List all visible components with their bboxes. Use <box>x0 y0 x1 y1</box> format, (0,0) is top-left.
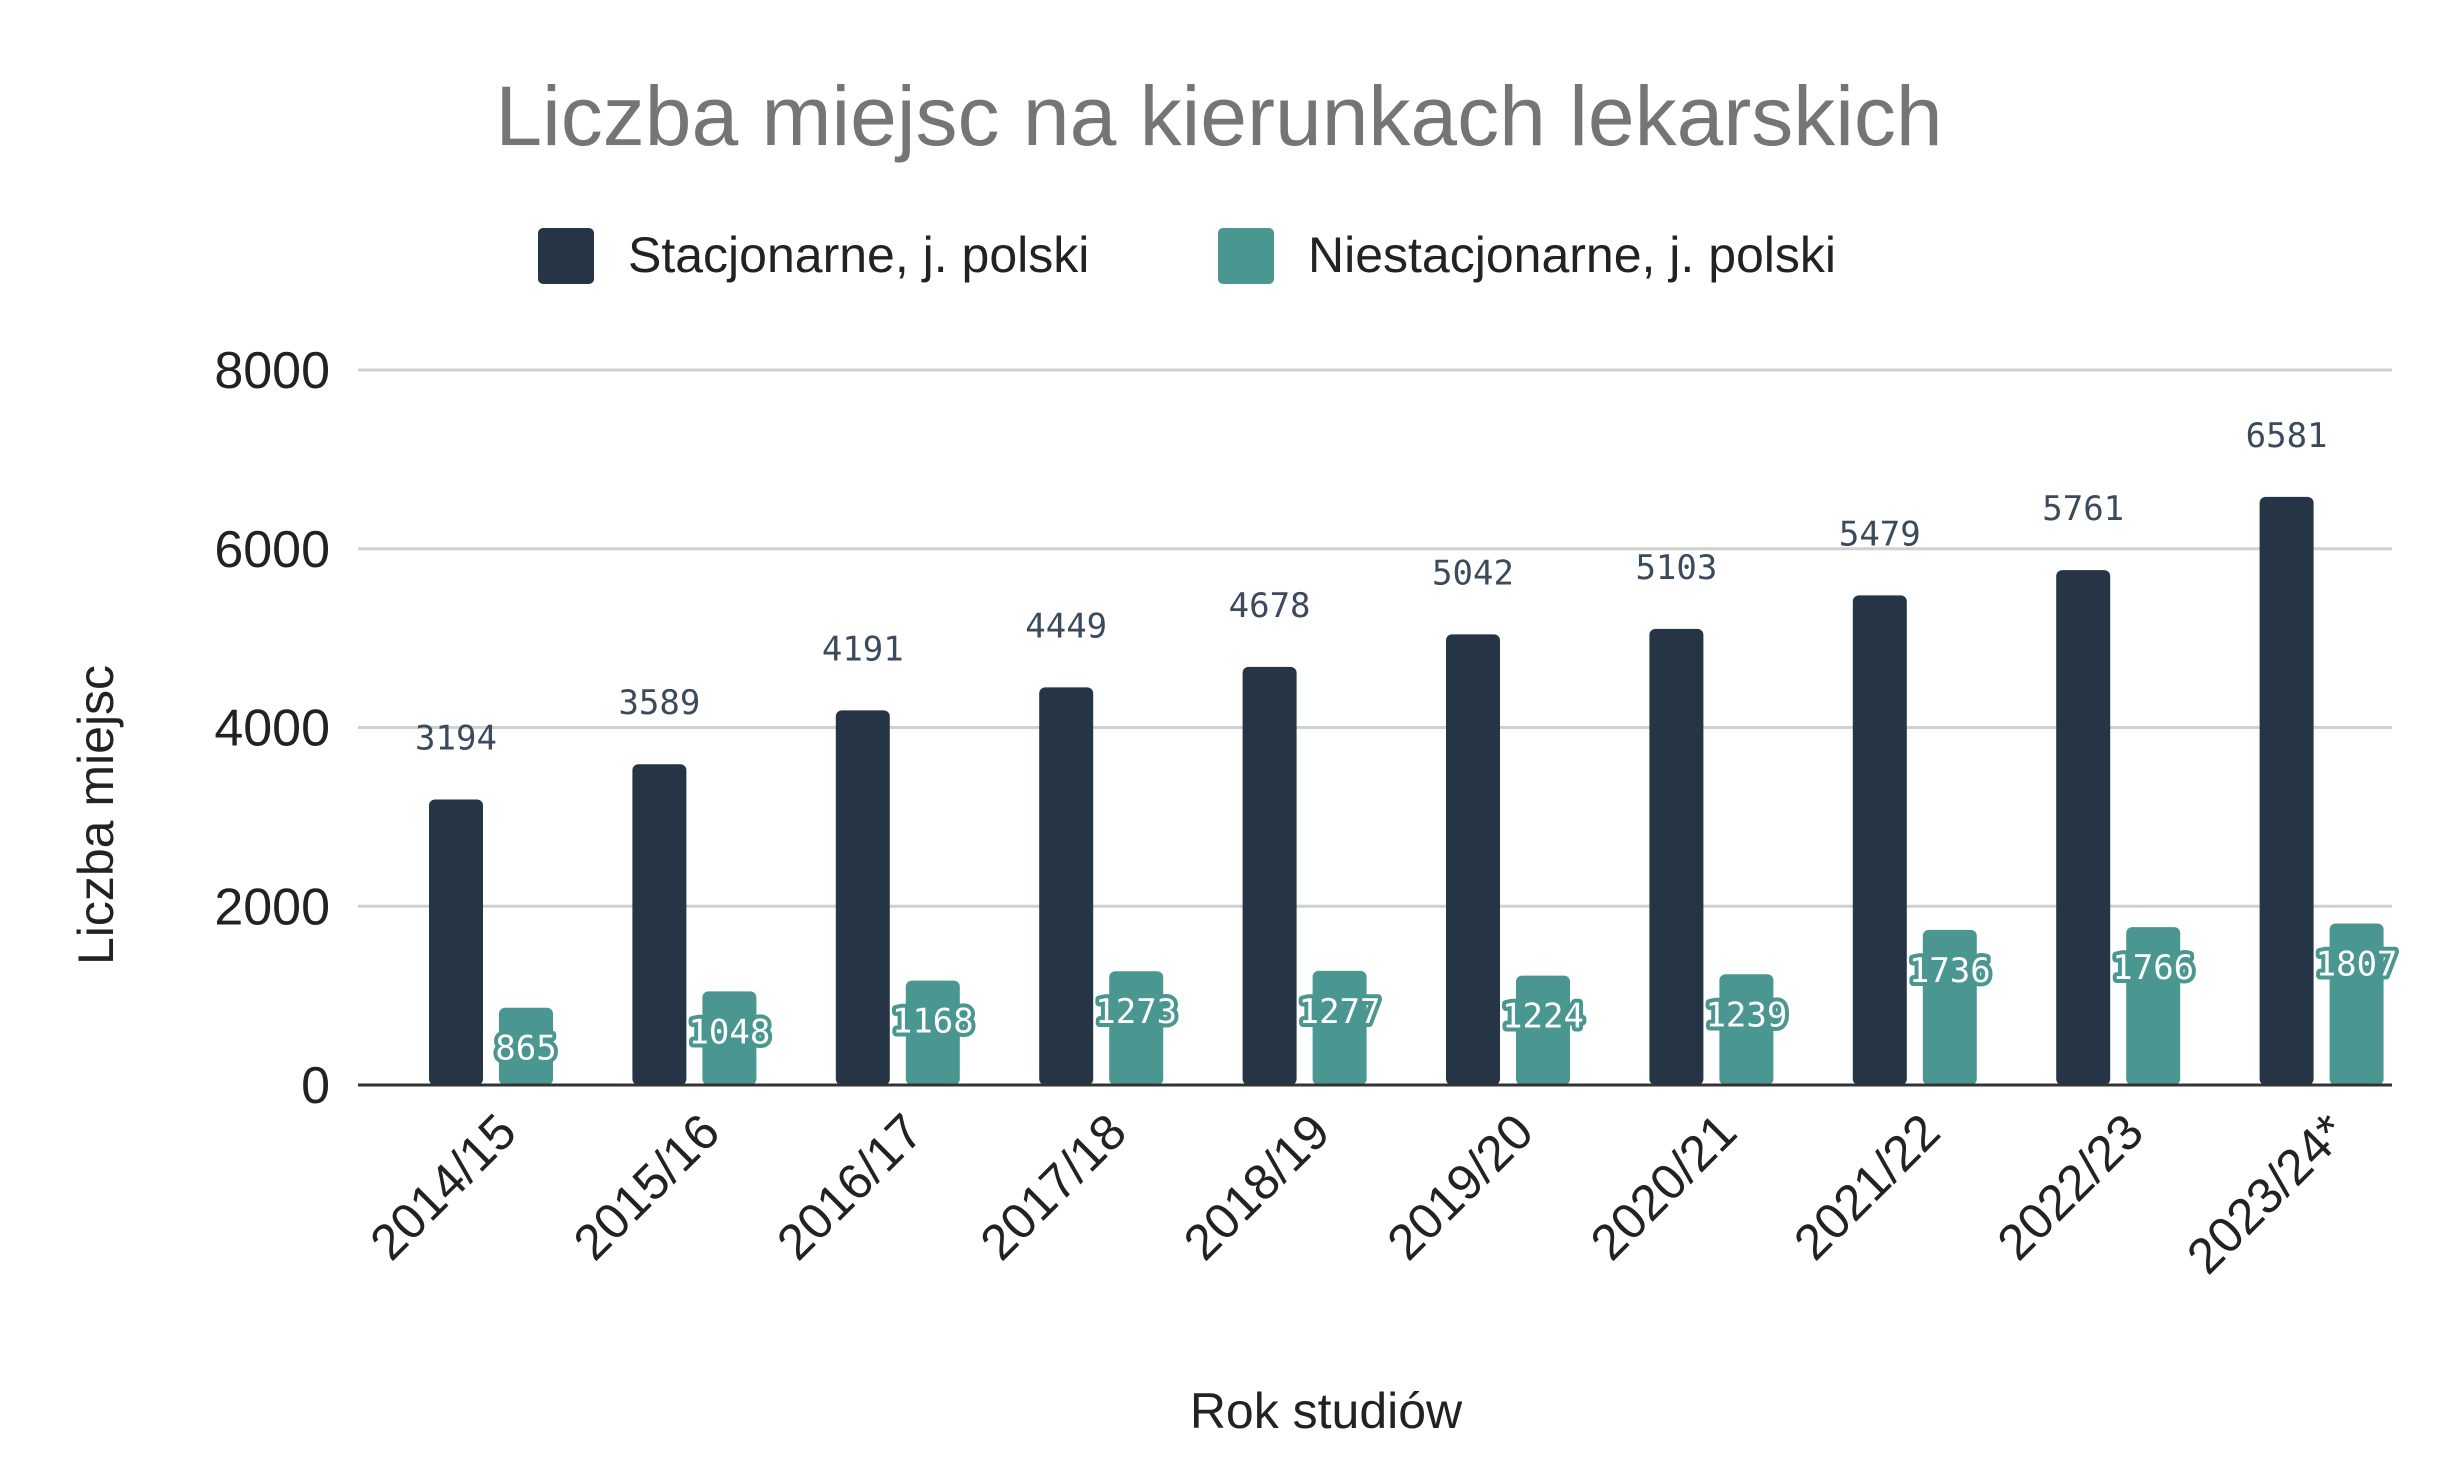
x-tick-label-2016/17: 2016/17 <box>766 1103 933 1270</box>
x-tick-label-2021/22: 2021/22 <box>1783 1103 1950 1270</box>
data-label-niestacjonarne-2016/17: 1168 <box>892 1002 974 1042</box>
bar-niestacjonarne-2019/20 <box>1516 975 1570 1085</box>
bar-stacjonarne-2023/24* <box>2259 496 2314 1085</box>
bar-stacjonarne-2015/16 <box>632 764 687 1085</box>
x-tick-label-2015/16: 2015/16 <box>563 1103 730 1270</box>
bar-niestacjonarne-2021/22 <box>1922 929 1977 1085</box>
bar-niestacjonarne-2016/17 <box>905 980 960 1085</box>
legend-label-niestacjonarne: Niestacjonarne, j. polski <box>1308 227 1836 283</box>
bars <box>429 496 2384 1085</box>
bar-niestacjonarne-2014/15 <box>499 1007 553 1085</box>
bar-stacjonarne-2022/23 <box>2056 570 2111 1085</box>
data-label-stacjonarne-2016/17: 4191 <box>822 629 904 669</box>
chart-title: Liczba miejsc na kierunkach lekarskich <box>495 69 1942 163</box>
data-label-niestacjonarne-2022/23: 1766 <box>2112 948 2194 988</box>
data-label-stacjonarne-2014/15: 3194 <box>415 719 497 759</box>
bar-stacjonarne-2019/20 <box>1446 634 1500 1085</box>
x-tick-label-2017/18: 2017/18 <box>970 1103 1137 1270</box>
x-tick-label-2018/19: 2018/19 <box>1173 1103 1340 1270</box>
y-tick-label-6000: 6000 <box>214 521 330 579</box>
data-label-niestacjonarne-2018/19: 1277 <box>1299 992 1381 1032</box>
bar-niestacjonarne-2015/16 <box>702 991 757 1085</box>
bar-niestacjonarne-2018/19 <box>1312 970 1367 1085</box>
bar-niestacjonarne-2020/21 <box>1719 974 1774 1085</box>
data-label-stacjonarne-2019/20: 5042 <box>1432 553 1514 593</box>
bar-stacjonarne-2014/15 <box>429 799 483 1085</box>
y-tick-label-4000: 4000 <box>214 700 330 758</box>
x-tick-label-2023/24*: 2023/24* <box>2176 1103 2357 1284</box>
y-axis-label: Liczba miejsc <box>68 665 124 965</box>
data-label-niestacjonarne-2021/22: 1736 <box>1909 951 1991 991</box>
data-label-niestacjonarne-2017/18: 1273 <box>1095 992 1177 1032</box>
legend-swatch-niestacjonarne <box>1218 228 1274 284</box>
data-label-stacjonarne-2018/19: 4678 <box>1229 586 1311 626</box>
y-axis-ticks: 0 2000 4000 6000 8000 <box>214 342 330 1115</box>
data-label-niestacjonarne-2019/20: 1224 <box>1502 997 1584 1037</box>
x-tick-label-2022/23: 2022/23 <box>1987 1103 2154 1270</box>
bar-stacjonarne-2021/22 <box>1852 595 1907 1085</box>
legend-label-stacjonarne: Stacjonarne, j. polski <box>628 227 1089 283</box>
data-label-stacjonarne-2023/24*: 6581 <box>2246 416 2328 456</box>
data-label-stacjonarne-2015/16: 3589 <box>618 683 700 723</box>
x-tick-label-2019/20: 2019/20 <box>1376 1103 1543 1270</box>
data-label-stacjonarne-2017/18: 4449 <box>1025 606 1107 646</box>
x-axis-ticks: 2014/15 2015/16 2016/17 2017/18 2018/19 2019/… <box>359 1103 2357 1284</box>
bar-stacjonarne-2017/18 <box>1039 687 1094 1085</box>
bar-niestacjonarne-2022/23 <box>2126 927 2181 1085</box>
bar-niestacjonarne-2017/18 <box>1109 971 1164 1085</box>
bar-niestacjonarne-2023/24* <box>2329 923 2384 1085</box>
data-label-niestacjonarne-2015/16: 1048 <box>688 1012 770 1052</box>
y-tick-label-2000: 2000 <box>214 878 330 936</box>
data-label-stacjonarne-2022/23: 5761 <box>2042 489 2124 529</box>
x-tick-label-2014/15: 2014/15 <box>359 1103 526 1270</box>
bar-stacjonarne-2018/19 <box>1242 666 1297 1085</box>
bar-stacjonarne-2016/17 <box>835 710 890 1085</box>
x-axis-label: Rok studiów <box>1190 1383 1463 1439</box>
gridlines <box>358 368 2392 908</box>
y-tick-label-8000: 8000 <box>214 342 330 400</box>
y-tick-label-0: 0 <box>301 1057 330 1115</box>
legend: Stacjonarne, j. polski Niestacjonarne, j… <box>538 227 1836 284</box>
legend-swatch-stacjonarne <box>538 228 594 284</box>
data-label-niestacjonarne-2020/21: 1239 <box>1705 995 1787 1035</box>
data-label-niestacjonarne-2014/15: 865 <box>495 1029 556 1069</box>
data-label-niestacjonarne-2023/24*: 1807 <box>2316 944 2398 984</box>
data-label-stacjonarne-2020/21: 5103 <box>1635 548 1717 588</box>
data-labels: 3194 865 3589 1048 4191 1168 4449 1273 4678 1277 5… <box>415 416 2401 1073</box>
data-label-stacjonarne-2021/22: 5479 <box>1839 514 1921 554</box>
x-tick-label-2020/21: 2020/21 <box>1580 1103 1747 1270</box>
bar-stacjonarne-2020/21 <box>1649 628 1704 1085</box>
